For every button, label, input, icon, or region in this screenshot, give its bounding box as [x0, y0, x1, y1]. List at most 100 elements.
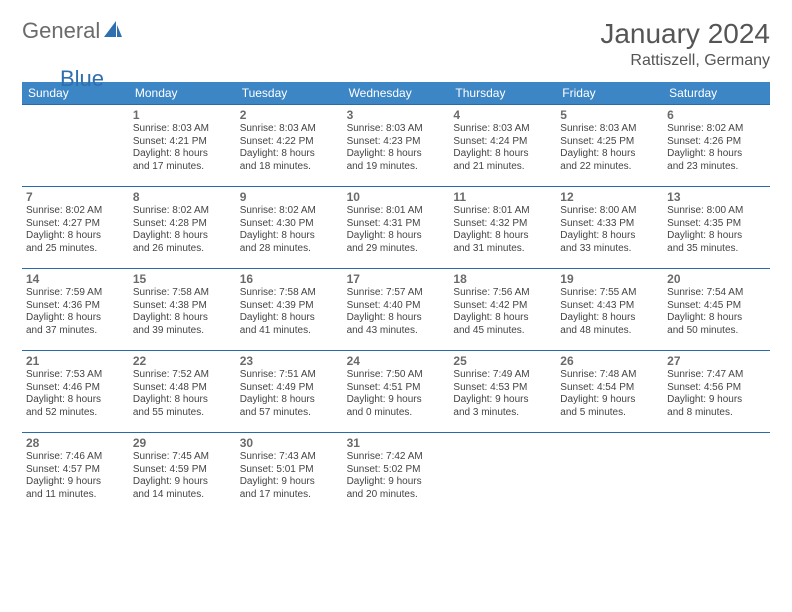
day-sunrise: Sunrise: 7:54 AM: [667, 287, 766, 300]
day-sunrise: Sunrise: 7:53 AM: [26, 369, 125, 382]
day-d2: and 23 minutes.: [667, 161, 766, 174]
day-number: 8: [133, 190, 232, 204]
day-d1: Daylight: 8 hours: [453, 230, 552, 243]
day-sunset: Sunset: 4:43 PM: [560, 300, 659, 313]
day-cell: 23Sunrise: 7:51 AMSunset: 4:49 PMDayligh…: [236, 350, 343, 432]
day-sunrise: Sunrise: 8:02 AM: [26, 205, 125, 218]
day-sunset: Sunset: 4:25 PM: [560, 136, 659, 149]
day-d2: and 41 minutes.: [240, 325, 339, 338]
day-cell: 18Sunrise: 7:56 AMSunset: 4:42 PMDayligh…: [449, 268, 556, 350]
day-d2: and 20 minutes.: [347, 489, 446, 502]
day-cell: 11Sunrise: 8:01 AMSunset: 4:32 PMDayligh…: [449, 186, 556, 268]
day-number: 17: [347, 272, 446, 286]
day-number: 22: [133, 354, 232, 368]
day-sunrise: Sunrise: 7:48 AM: [560, 369, 659, 382]
day-d1: Daylight: 9 hours: [133, 476, 232, 489]
day-sunrise: Sunrise: 8:03 AM: [560, 123, 659, 136]
day-number: 26: [560, 354, 659, 368]
empty-cell: [663, 432, 770, 514]
day-number: 14: [26, 272, 125, 286]
day-d2: and 35 minutes.: [667, 243, 766, 256]
day-number: 18: [453, 272, 552, 286]
day-d1: Daylight: 8 hours: [347, 148, 446, 161]
day-cell: 7Sunrise: 8:02 AMSunset: 4:27 PMDaylight…: [22, 186, 129, 268]
day-d2: and 5 minutes.: [560, 407, 659, 420]
day-cell: 5Sunrise: 8:03 AMSunset: 4:25 PMDaylight…: [556, 104, 663, 186]
day-cell: 21Sunrise: 7:53 AMSunset: 4:46 PMDayligh…: [22, 350, 129, 432]
day-cell: 15Sunrise: 7:58 AMSunset: 4:38 PMDayligh…: [129, 268, 236, 350]
day-d1: Daylight: 8 hours: [667, 312, 766, 325]
day-d2: and 43 minutes.: [347, 325, 446, 338]
day-d1: Daylight: 8 hours: [133, 312, 232, 325]
day-number: 7: [26, 190, 125, 204]
day-sunrise: Sunrise: 7:58 AM: [133, 287, 232, 300]
day-sunset: Sunset: 5:01 PM: [240, 464, 339, 477]
day-sunrise: Sunrise: 8:02 AM: [133, 205, 232, 218]
day-sunset: Sunset: 4:23 PM: [347, 136, 446, 149]
day-d2: and 52 minutes.: [26, 407, 125, 420]
day-sunrise: Sunrise: 8:03 AM: [240, 123, 339, 136]
day-sunset: Sunset: 5:02 PM: [347, 464, 446, 477]
day-sunrise: Sunrise: 8:00 AM: [560, 205, 659, 218]
day-d1: Daylight: 8 hours: [240, 312, 339, 325]
dow-header: Thursday: [449, 82, 556, 104]
day-number: 2: [240, 108, 339, 122]
day-d1: Daylight: 8 hours: [667, 230, 766, 243]
day-cell: 19Sunrise: 7:55 AMSunset: 4:43 PMDayligh…: [556, 268, 663, 350]
day-cell: 13Sunrise: 8:00 AMSunset: 4:35 PMDayligh…: [663, 186, 770, 268]
day-sunrise: Sunrise: 7:59 AM: [26, 287, 125, 300]
day-number: 20: [667, 272, 766, 286]
day-sunset: Sunset: 4:51 PM: [347, 382, 446, 395]
day-sunset: Sunset: 4:42 PM: [453, 300, 552, 313]
day-d2: and 17 minutes.: [133, 161, 232, 174]
day-sunrise: Sunrise: 8:03 AM: [133, 123, 232, 136]
day-d1: Daylight: 8 hours: [133, 230, 232, 243]
day-number: 6: [667, 108, 766, 122]
day-number: 3: [347, 108, 446, 122]
day-d1: Daylight: 8 hours: [240, 394, 339, 407]
day-d2: and 33 minutes.: [560, 243, 659, 256]
day-sunrise: Sunrise: 7:52 AM: [133, 369, 232, 382]
day-number: 23: [240, 354, 339, 368]
day-d2: and 18 minutes.: [240, 161, 339, 174]
day-sunset: Sunset: 4:59 PM: [133, 464, 232, 477]
day-cell: 6Sunrise: 8:02 AMSunset: 4:26 PMDaylight…: [663, 104, 770, 186]
day-sunrise: Sunrise: 8:02 AM: [667, 123, 766, 136]
day-sunset: Sunset: 4:33 PM: [560, 218, 659, 231]
logo-sail-icon: [102, 19, 124, 44]
day-cell: 22Sunrise: 7:52 AMSunset: 4:48 PMDayligh…: [129, 350, 236, 432]
day-number: 25: [453, 354, 552, 368]
dow-header: Friday: [556, 82, 663, 104]
day-d1: Daylight: 8 hours: [133, 148, 232, 161]
day-sunrise: Sunrise: 7:58 AM: [240, 287, 339, 300]
day-sunset: Sunset: 4:46 PM: [26, 382, 125, 395]
day-d1: Daylight: 9 hours: [453, 394, 552, 407]
day-d2: and 25 minutes.: [26, 243, 125, 256]
day-cell: 25Sunrise: 7:49 AMSunset: 4:53 PMDayligh…: [449, 350, 556, 432]
day-cell: 17Sunrise: 7:57 AMSunset: 4:40 PMDayligh…: [343, 268, 450, 350]
day-cell: 12Sunrise: 8:00 AMSunset: 4:33 PMDayligh…: [556, 186, 663, 268]
day-sunrise: Sunrise: 7:51 AM: [240, 369, 339, 382]
dow-header: Monday: [129, 82, 236, 104]
day-d2: and 21 minutes.: [453, 161, 552, 174]
day-d2: and 55 minutes.: [133, 407, 232, 420]
day-number: 12: [560, 190, 659, 204]
day-d2: and 50 minutes.: [667, 325, 766, 338]
day-cell: 14Sunrise: 7:59 AMSunset: 4:36 PMDayligh…: [22, 268, 129, 350]
day-number: 24: [347, 354, 446, 368]
day-d2: and 26 minutes.: [133, 243, 232, 256]
day-d1: Daylight: 8 hours: [26, 394, 125, 407]
day-sunset: Sunset: 4:36 PM: [26, 300, 125, 313]
day-sunrise: Sunrise: 7:57 AM: [347, 287, 446, 300]
day-d1: Daylight: 8 hours: [26, 312, 125, 325]
day-sunset: Sunset: 4:39 PM: [240, 300, 339, 313]
day-d1: Daylight: 8 hours: [133, 394, 232, 407]
day-d2: and 28 minutes.: [240, 243, 339, 256]
day-d1: Daylight: 8 hours: [560, 230, 659, 243]
day-sunset: Sunset: 4:24 PM: [453, 136, 552, 149]
day-number: 13: [667, 190, 766, 204]
logo: General: [22, 18, 126, 44]
day-sunset: Sunset: 4:40 PM: [347, 300, 446, 313]
day-number: 28: [26, 436, 125, 450]
day-number: 21: [26, 354, 125, 368]
